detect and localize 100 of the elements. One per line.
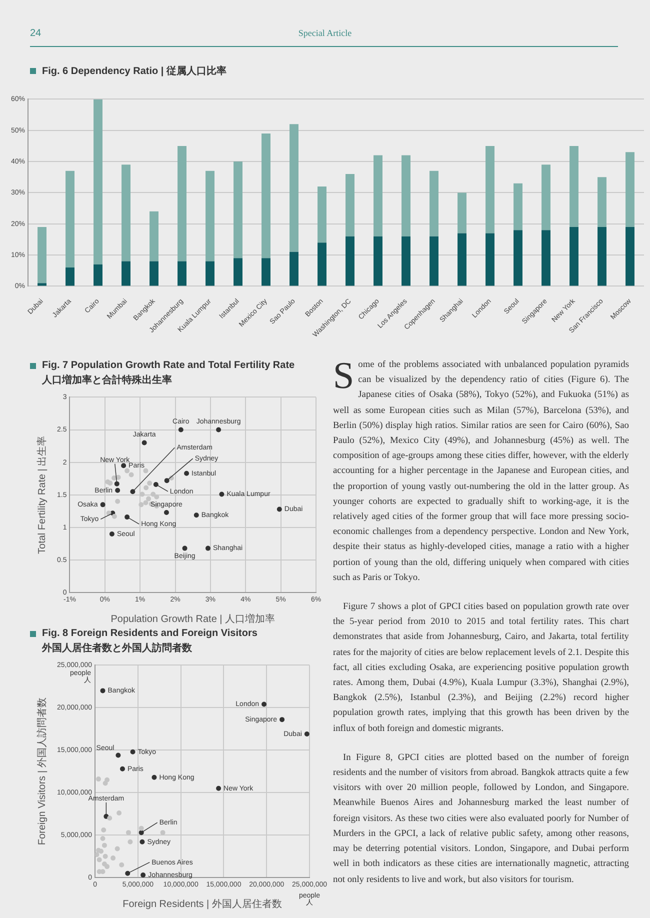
bar — [178, 146, 186, 262]
point — [124, 468, 130, 474]
point — [130, 749, 136, 754]
point — [107, 816, 112, 821]
point — [114, 481, 120, 486]
bar — [262, 258, 270, 286]
bar — [458, 233, 466, 286]
bar — [486, 146, 494, 234]
bar — [122, 261, 130, 286]
bar — [458, 192, 466, 234]
point — [109, 531, 114, 536]
bar — [486, 233, 494, 286]
point — [95, 852, 100, 858]
point — [140, 839, 145, 844]
point — [143, 468, 148, 474]
bar — [234, 258, 242, 286]
bar — [570, 226, 578, 286]
text: Figure 7 shows a plot of GPCI cities based on population growth rate over the 5-year period from 2010 to 2015 and total fertility rates. This chart demonstrates that aside from Johannesburg, Cairo, and Jakarta, total fertility rates for the majority of cities are below replacement levels of 2.1. Despite this fact, all cities excluding Osaka, are experiencing positive population growth rates. Among them, Dubai (4.9%), Kuala Lumpur (3.3%), Shanghai (2.9%), Bangkok (2.5%), Istanbul (2.3%), and Beijing (2.2%) record higher population growth rates, implying that this growth has been driven by the influx of both foreign and domestic migrants. — [333, 602, 629, 734]
point — [276, 506, 282, 512]
chart-title: Fig. 8 Foreign Residents and Foreign Visitors — [42, 628, 258, 639]
bar — [234, 162, 242, 258]
point — [205, 546, 210, 551]
point — [144, 485, 149, 490]
bar — [542, 230, 550, 286]
point — [100, 688, 106, 694]
point — [115, 488, 120, 493]
point — [147, 480, 152, 486]
point — [104, 864, 110, 870]
point — [121, 463, 126, 468]
bar — [430, 170, 438, 236]
bar — [598, 226, 606, 286]
point — [150, 492, 156, 497]
bar — [66, 170, 74, 268]
bar — [514, 230, 522, 286]
point — [143, 500, 148, 506]
bar — [430, 236, 438, 286]
bar — [38, 283, 46, 286]
point — [110, 856, 116, 861]
bar — [570, 146, 578, 227]
point — [101, 828, 106, 833]
point — [119, 862, 124, 868]
point — [120, 766, 125, 772]
x-axis-title: Foreign Residents | 外国人居住者数 — [122, 898, 282, 910]
point — [164, 510, 169, 515]
bar — [150, 211, 158, 262]
point — [194, 512, 199, 518]
point — [116, 810, 122, 816]
x-axis-title: Population Growth Rate | 人口増加率 — [110, 612, 276, 625]
bar — [374, 155, 382, 236]
bar — [626, 226, 634, 286]
bar — [346, 236, 354, 286]
bar — [178, 261, 186, 286]
point — [140, 872, 146, 878]
point — [116, 752, 121, 758]
bar — [150, 261, 158, 286]
point — [153, 482, 158, 487]
bar — [318, 242, 326, 286]
bar — [122, 164, 130, 262]
bar — [542, 164, 550, 230]
point — [142, 440, 147, 446]
bar — [262, 133, 270, 258]
point — [102, 854, 108, 859]
bar — [626, 152, 634, 227]
bar — [206, 261, 214, 286]
point — [128, 839, 133, 844]
point — [154, 494, 160, 500]
text: Special Article — [298, 28, 352, 38]
point — [112, 514, 117, 519]
point — [138, 826, 144, 831]
bar — [38, 226, 46, 284]
point — [164, 478, 170, 484]
point — [182, 546, 188, 551]
text: 24 — [30, 28, 42, 39]
point — [100, 836, 106, 842]
point — [216, 427, 222, 432]
bar — [290, 124, 298, 252]
y-axis-title: Foreign Visitors | 外国人訪問者数 — [36, 698, 48, 846]
point — [280, 717, 285, 722]
point — [102, 842, 107, 848]
point — [130, 489, 136, 494]
point — [216, 786, 222, 791]
point — [104, 777, 110, 782]
bar — [402, 236, 410, 286]
bar — [66, 268, 74, 286]
point — [128, 472, 134, 478]
bar — [290, 252, 298, 286]
point — [96, 857, 102, 862]
point — [219, 492, 224, 497]
point — [262, 702, 267, 707]
chart-subtitle: 外国人居住者数と外国人訪問者数 — [42, 641, 193, 655]
point — [102, 780, 108, 786]
bar — [598, 177, 606, 227]
text: In Figure 8, GPCI cities are plotted based on the number of foreign residents and the number of visitors from abroad. Bangkok attracts quite a few visitors with over 20 million people, followed by London, and Singapore. Meanwhile Buenos Aires and Johannesburg marked the least number of foreign visitors. As these two cities were also evaluated poorly for Number of Murders in the GPCI, a lack of relative public safety, among other reasons, may be deterring potential visitors. London, Singapore, and Dubai perform well in both indicators as these cities are internationally magnetic, attracting not only residents to live and work, but also visitors for tourism. — [333, 752, 629, 884]
bar — [402, 155, 410, 236]
bar — [514, 183, 522, 230]
point — [178, 427, 184, 432]
bar — [346, 174, 354, 236]
bar — [206, 170, 214, 262]
bar — [94, 99, 102, 264]
point — [146, 496, 152, 502]
